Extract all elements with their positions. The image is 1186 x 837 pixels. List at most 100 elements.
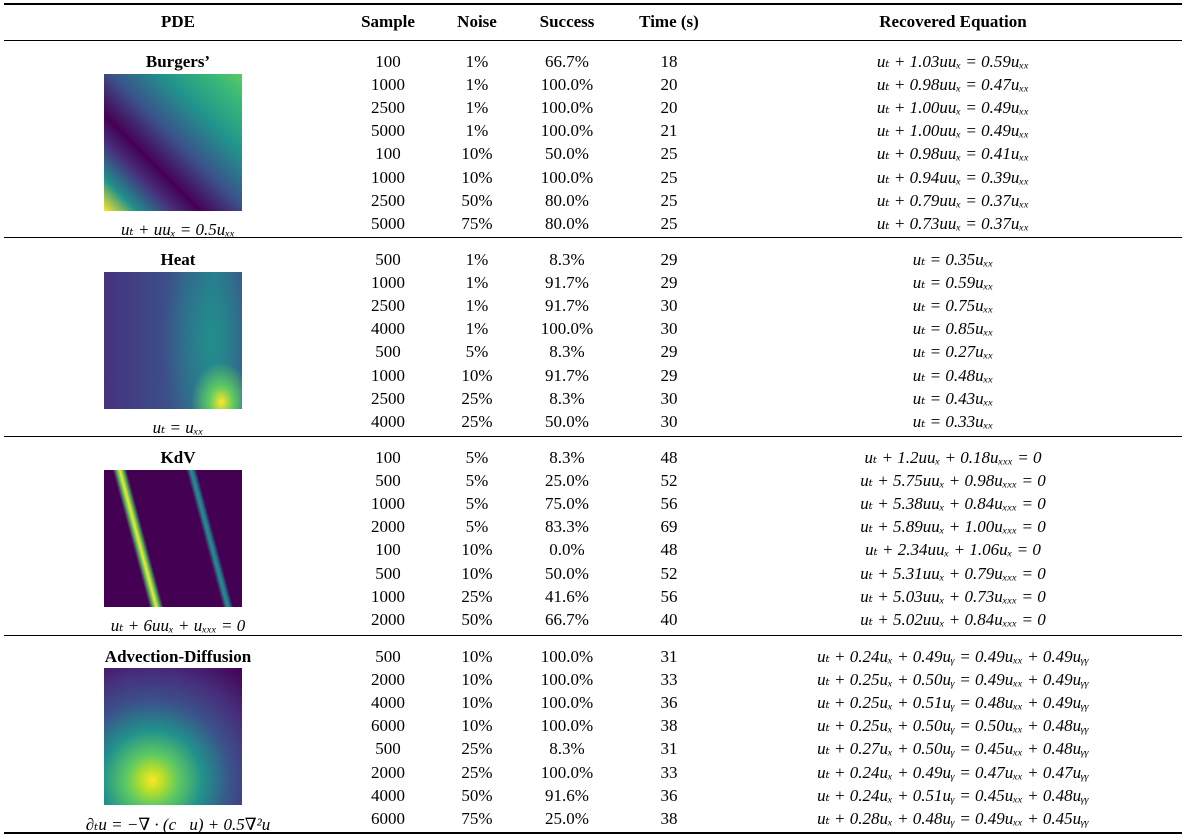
table-cell: 48 bbox=[660, 448, 678, 467]
table-cell: 500 bbox=[375, 250, 401, 269]
table-cell: 100.0% bbox=[540, 647, 594, 666]
table-cell: 80.0% bbox=[545, 190, 589, 210]
table-cell: 100.0% bbox=[540, 716, 594, 736]
table-cell: 10% bbox=[461, 540, 493, 560]
table-cell: 100.0% bbox=[540, 693, 594, 713]
table-cell: 66.7% bbox=[545, 609, 589, 629]
table-cell: 10% bbox=[461, 670, 493, 690]
table-cell: 1% bbox=[465, 52, 489, 71]
bottom-rule bbox=[4, 832, 1182, 834]
table-cell: 52 bbox=[660, 471, 678, 491]
table-cell: 25 bbox=[660, 144, 678, 164]
table-cell: 1% bbox=[465, 250, 489, 269]
table-cell: 10% bbox=[461, 563, 493, 583]
table-cell: 100 bbox=[375, 52, 401, 71]
recovered-equation: uₜ = 0.35uₓₓ bbox=[912, 250, 994, 269]
pde-name: KdV bbox=[160, 448, 196, 467]
table-cell: 30 bbox=[660, 296, 678, 316]
table-cell: 40 bbox=[660, 609, 678, 629]
table-cell: 1000 bbox=[371, 494, 405, 514]
table-cell: 29 bbox=[660, 342, 678, 362]
recovered-equation: uₜ = 0.85uₓₓ bbox=[912, 319, 994, 339]
table-cell: 75% bbox=[461, 213, 493, 233]
recovered-equation: uₜ + 1.03uuₓ = 0.59uₓₓ bbox=[876, 52, 1030, 71]
table-cell: 2000 bbox=[371, 609, 405, 629]
table-cell: 1000 bbox=[371, 167, 405, 187]
table-cell: 66.7% bbox=[545, 52, 589, 71]
table-cell: 25 bbox=[660, 190, 678, 210]
table-cell: 50.0% bbox=[545, 563, 589, 583]
table-cell: 91.6% bbox=[545, 785, 589, 805]
table-cell: 50.0% bbox=[545, 411, 589, 431]
recovered-equation: uₜ + 0.24uₓ + 0.49uᵧ = 0.49uₓₓ + 0.49uᵧᵧ bbox=[817, 647, 1089, 666]
pde-name: Heat bbox=[160, 250, 196, 269]
pde-name: Burgers’ bbox=[145, 52, 211, 71]
pde-equation: ∂ₜu = −∇ · (c⃗u) + 0.5∇²u bbox=[85, 815, 271, 834]
table-cell: 33 bbox=[660, 670, 678, 690]
table-cell: 1000 bbox=[371, 586, 405, 606]
table-cell: 50% bbox=[461, 190, 493, 210]
table-cell: 2000 bbox=[371, 670, 405, 690]
table-cell: 52 bbox=[660, 563, 678, 583]
table-cell: 5% bbox=[465, 517, 489, 537]
table-cell: 29 bbox=[660, 250, 678, 269]
table-cell: 10% bbox=[461, 167, 493, 187]
heatmap-image bbox=[104, 272, 242, 409]
table-cell: 1% bbox=[465, 75, 489, 95]
table-cell: 1000 bbox=[371, 365, 405, 385]
recovered-equation: uₜ + 5.02uuₓ + 0.84uₓₓₓ = 0 bbox=[860, 609, 1046, 629]
recovered-equation: uₜ + 1.00uuₓ = 0.49uₓₓ bbox=[876, 121, 1030, 141]
table-cell: 100.0% bbox=[540, 75, 594, 95]
table-cell: 2000 bbox=[371, 762, 405, 782]
table-cell: 500 bbox=[375, 471, 401, 491]
table-cell: 80.0% bbox=[545, 213, 589, 233]
table-cell: 83.3% bbox=[545, 517, 589, 537]
table-cell: 25% bbox=[461, 739, 493, 759]
table-cell: 100 bbox=[375, 144, 401, 164]
column-header: Time (s) bbox=[639, 12, 699, 31]
table-cell: 500 bbox=[375, 563, 401, 583]
table-cell: 1000 bbox=[371, 75, 405, 95]
table-cell: 31 bbox=[660, 647, 678, 666]
table-cell: 30 bbox=[660, 319, 678, 339]
table-cell: 4000 bbox=[371, 785, 405, 805]
recovered-equation: uₜ + 1.2uuₓ + 0.18uₓₓₓ = 0 bbox=[864, 448, 1042, 467]
table-cell: 1% bbox=[465, 121, 489, 141]
table-cell: 10% bbox=[461, 716, 493, 736]
recovered-equation: uₜ + 0.79uuₓ = 0.37uₓₓ bbox=[876, 190, 1030, 210]
table-cell: 500 bbox=[375, 739, 401, 759]
table-cell: 2500 bbox=[371, 98, 405, 118]
table-cell: 21 bbox=[660, 121, 678, 141]
table-cell: 20 bbox=[660, 98, 678, 118]
table-cell: 100 bbox=[375, 540, 401, 560]
pde-equation: uₜ = uₓₓ bbox=[152, 418, 204, 437]
table-cell: 29 bbox=[660, 365, 678, 385]
table-cell: 8.3% bbox=[549, 388, 585, 408]
table-cell: 5% bbox=[465, 448, 489, 467]
table-cell: 0.0% bbox=[549, 540, 585, 560]
column-header: Noise bbox=[457, 12, 497, 31]
table-cell: 5000 bbox=[371, 121, 405, 141]
table-cell: 5000 bbox=[371, 213, 405, 233]
table-cell: 100.0% bbox=[540, 167, 594, 187]
table-cell: 4000 bbox=[371, 411, 405, 431]
table-cell: 38 bbox=[660, 716, 678, 736]
table-cell: 50% bbox=[461, 785, 493, 805]
recovered-equation: uₜ + 0.24uₓ + 0.49uᵧ = 0.47uₓₓ + 0.47uᵧᵧ bbox=[817, 762, 1089, 782]
table-cell: 6000 bbox=[371, 716, 405, 736]
recovered-equation: uₜ + 5.75uuₓ + 0.98uₓₓₓ = 0 bbox=[860, 471, 1046, 491]
table-cell: 100 bbox=[375, 448, 401, 467]
table-cell: 18 bbox=[660, 52, 678, 71]
table-cell: 8.3% bbox=[549, 739, 585, 759]
recovered-equation: uₜ + 0.24uₓ + 0.51uᵧ = 0.45uₓₓ + 0.48uᵧᵧ bbox=[817, 785, 1089, 805]
recovered-equation: uₜ = 0.43uₓₓ bbox=[912, 388, 994, 408]
table-cell: 100.0% bbox=[540, 98, 594, 118]
recovered-equation: uₜ + 0.27uₓ + 0.50uᵧ = 0.45uₓₓ + 0.48uᵧᵧ bbox=[817, 739, 1089, 759]
group-rule bbox=[4, 237, 1182, 238]
table-cell: 25% bbox=[461, 586, 493, 606]
table-cell: 41.6% bbox=[545, 586, 589, 606]
table-cell: 4000 bbox=[371, 693, 405, 713]
recovered-equation: uₜ = 0.27uₓₓ bbox=[912, 342, 994, 362]
recovered-equation: uₜ + 0.98uuₓ = 0.41uₓₓ bbox=[876, 144, 1030, 164]
